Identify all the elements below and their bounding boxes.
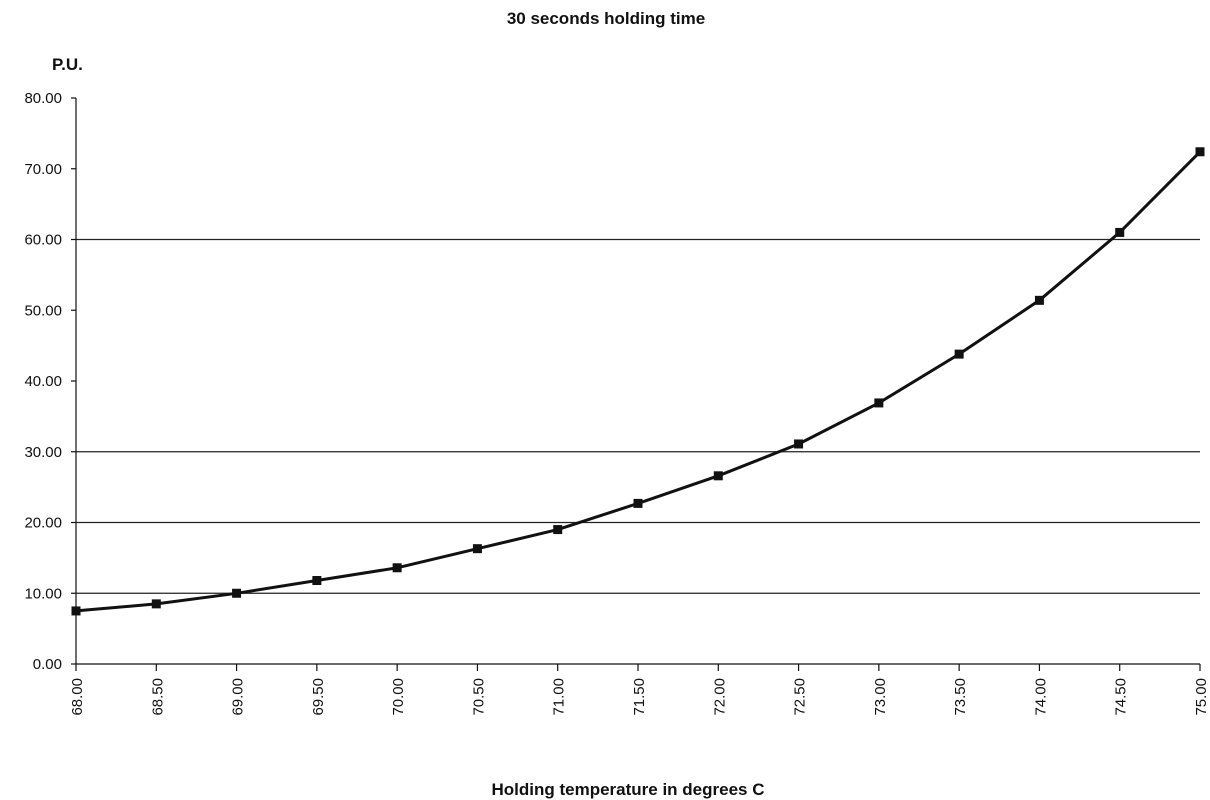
- x-tick-label: 70.00: [390, 678, 407, 716]
- data-point: [713, 471, 723, 481]
- x-axis-label: Holding temperature in degrees C: [492, 780, 765, 799]
- series-plot: [71, 147, 1205, 616]
- x-tick-label: 74.50: [1113, 678, 1130, 716]
- x-tick-label: 73.00: [872, 678, 889, 716]
- gridlines: [76, 238, 1200, 594]
- y-tick-label: 20.00: [24, 515, 62, 532]
- x-tick-label: 68.00: [69, 678, 86, 716]
- data-point: [874, 398, 884, 408]
- chart-title: 30 seconds holding time: [507, 9, 705, 28]
- y-axis-label: P.U.: [52, 55, 83, 74]
- y-tick-label: 50.00: [24, 302, 62, 319]
- data-point: [392, 563, 402, 573]
- y-tick-label: 60.00: [24, 232, 62, 249]
- x-tick-label: 70.50: [470, 678, 487, 716]
- series-line-0: [75, 150, 1202, 613]
- x-tick-label: 69.00: [230, 678, 247, 716]
- y-tick-label: 80.00: [24, 90, 62, 107]
- data-point: [151, 599, 161, 609]
- y-tick-label: 40.00: [24, 373, 62, 390]
- x-tick-label: 68.50: [149, 678, 166, 716]
- data-point: [954, 349, 964, 359]
- x-tick-label: 71.50: [631, 678, 648, 716]
- data-point: [71, 606, 81, 616]
- data-point: [312, 576, 322, 586]
- y-tick-label: 30.00: [24, 444, 62, 461]
- x-tick-label: 72.00: [711, 678, 728, 716]
- data-point: [1115, 227, 1125, 237]
- x-tick-label: 74.00: [1032, 678, 1049, 716]
- y-tick-label: 70.00: [24, 161, 62, 178]
- x-tick-label: 75.00: [1193, 678, 1210, 716]
- x-tick-label: 69.50: [310, 678, 327, 716]
- data-point: [553, 525, 563, 535]
- axes: [71, 97, 1201, 671]
- data-point: [472, 544, 482, 554]
- data-point: [633, 498, 643, 508]
- y-tick-label: 10.00: [24, 585, 62, 602]
- data-point: [232, 588, 242, 598]
- tick-labels: 0.00 10.00 20.00 30.00 40.00 50.00 60.00 70.00 8…: [24, 90, 1210, 716]
- data-point: [1034, 295, 1044, 305]
- data-point: [794, 439, 804, 449]
- y-tick-label: 0.00: [33, 656, 62, 673]
- data-point: [1195, 147, 1205, 157]
- x-tick-label: 72.50: [792, 678, 809, 716]
- x-tick-label: 73.50: [952, 678, 969, 716]
- x-tick-label: 71.00: [551, 678, 568, 716]
